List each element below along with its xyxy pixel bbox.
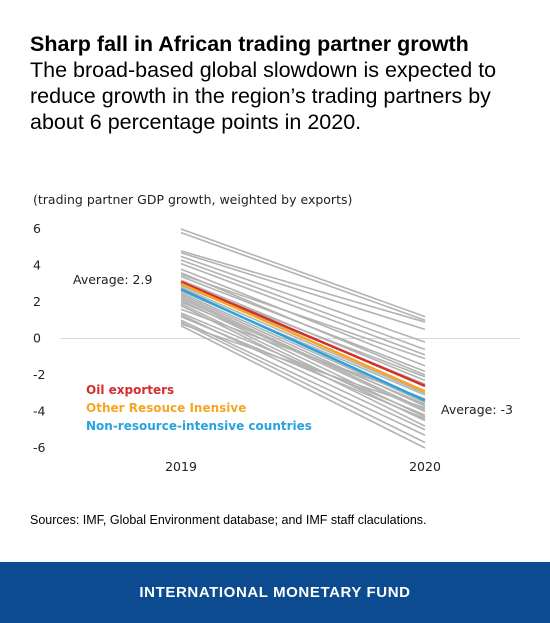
other-resource-intensive-line [180,282,426,393]
y-tick-label: -4 [33,404,46,419]
y-tick-label: 4 [33,258,41,273]
non-resource-intensive-line [180,288,426,402]
country-line [180,259,426,351]
legend-other-resource-intensive: Other Resouce Inensive [86,401,246,415]
x-tick-label: 2019 [165,459,197,474]
legend-oil-exporters: Oil exporters [86,383,174,397]
country-line [180,262,426,356]
country-line [180,297,426,413]
y-tick-label: 6 [33,221,41,236]
country-line [180,273,426,360]
country-line [180,268,426,367]
country-line [180,255,426,343]
annotation-average-2019: Average: 2.9 [73,272,152,287]
y-tick-label: 0 [33,331,41,346]
x-tick-label: 2020 [409,459,441,474]
country-line [180,251,426,331]
country-line [180,286,426,394]
line-chart: (trading partner GDP growth, weighted by… [33,192,520,474]
source-note: Sources: IMF, Global Environment databas… [30,513,427,527]
footer-bar: INTERNATIONAL MONETARY FUND [0,562,550,623]
country-line [180,228,426,318]
country-line [180,321,426,444]
country-line [180,315,426,420]
y-tick-label: -6 [33,440,46,455]
country-line [180,325,426,449]
y-tick-label: -2 [33,367,45,382]
annotation-average-2020: Average: -3 [441,402,513,417]
legend-non-resource-intensive: Non-resource-intensive countries [86,419,312,433]
country-line [180,308,426,400]
country-line [180,275,426,373]
country-line [180,323,426,409]
y-tick-label: 2 [33,294,41,309]
footer-label: INTERNATIONAL MONETARY FUND [139,584,411,601]
country-line [180,250,426,323]
chart-title: Sharp fall in African trading partner gr… [30,32,469,56]
oil-exporters-line [180,280,426,388]
country-line [180,312,426,416]
y-axis-label: (trading partner GDP growth, weighted by… [33,192,352,207]
country-line [180,301,426,405]
chart-subtitle: The broad-based global slowdown is expec… [30,58,497,134]
country-line [180,319,426,436]
country-line [180,231,426,322]
